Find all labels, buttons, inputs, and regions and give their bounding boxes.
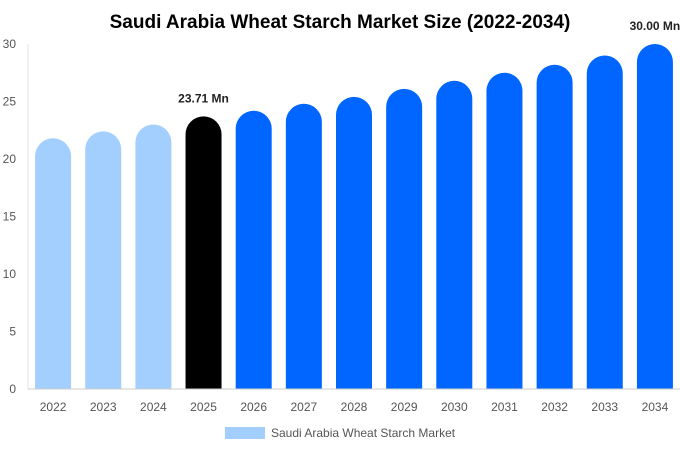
y-tick-label: 5 xyxy=(9,325,16,339)
bar-2028 xyxy=(336,96,372,389)
x-tick-label: 2029 xyxy=(391,400,418,414)
x-tick-label: 2025 xyxy=(190,400,217,414)
bars xyxy=(35,44,673,390)
bar-2025 xyxy=(185,116,222,389)
x-tick-label: 2023 xyxy=(90,400,117,414)
data-labels: 23.71 Mn 30.00 Mn xyxy=(178,19,680,105)
y-axis: 0 5 10 15 20 25 30 xyxy=(3,37,29,396)
y-tick-label: 30 xyxy=(3,37,17,51)
chart-title: Saudi Arabia Wheat Starch Market Size (2… xyxy=(110,12,571,33)
x-tick-label: 2031 xyxy=(491,400,518,414)
bar-2026 xyxy=(235,110,272,389)
bar-2024 xyxy=(135,124,172,390)
x-tick-label: 2022 xyxy=(40,400,67,414)
y-tick-label: 15 xyxy=(3,210,17,224)
legend-label: Saudi Arabia Wheat Starch Market xyxy=(271,426,456,440)
bar-2027 xyxy=(285,103,322,390)
x-tick-label: 2027 xyxy=(290,400,317,414)
x-tick-label: 2034 xyxy=(642,400,669,414)
data-label-2034: 30.00 Mn xyxy=(630,19,680,33)
y-tick-label: 20 xyxy=(3,152,17,166)
x-tick-label: 2033 xyxy=(591,400,618,414)
x-tick-label: 2026 xyxy=(240,400,267,414)
y-tick-label: 0 xyxy=(9,382,16,396)
bar-2031 xyxy=(486,72,523,389)
x-tick-label: 2024 xyxy=(140,400,167,414)
y-tick-label: 10 xyxy=(3,267,17,281)
x-tick-label: 2028 xyxy=(341,400,368,414)
legend-swatch xyxy=(225,427,265,439)
bar-2022 xyxy=(35,138,72,389)
bar-2034 xyxy=(636,44,673,389)
bar-2023 xyxy=(85,131,122,389)
bar-2032 xyxy=(536,64,573,389)
legend: Saudi Arabia Wheat Starch Market xyxy=(225,426,456,440)
x-tick-label: 2032 xyxy=(541,400,568,414)
x-tick-label: 2030 xyxy=(441,400,468,414)
y-tick-label: 25 xyxy=(3,95,17,109)
bar-2030 xyxy=(436,80,473,390)
data-label-2025: 23.71 Mn xyxy=(178,91,229,105)
x-axis: 2022 2023 2024 2025 2026 2027 2028 2029 2030 2031… xyxy=(28,388,680,414)
bar-2033 xyxy=(586,55,623,390)
bar-2029 xyxy=(386,88,423,389)
